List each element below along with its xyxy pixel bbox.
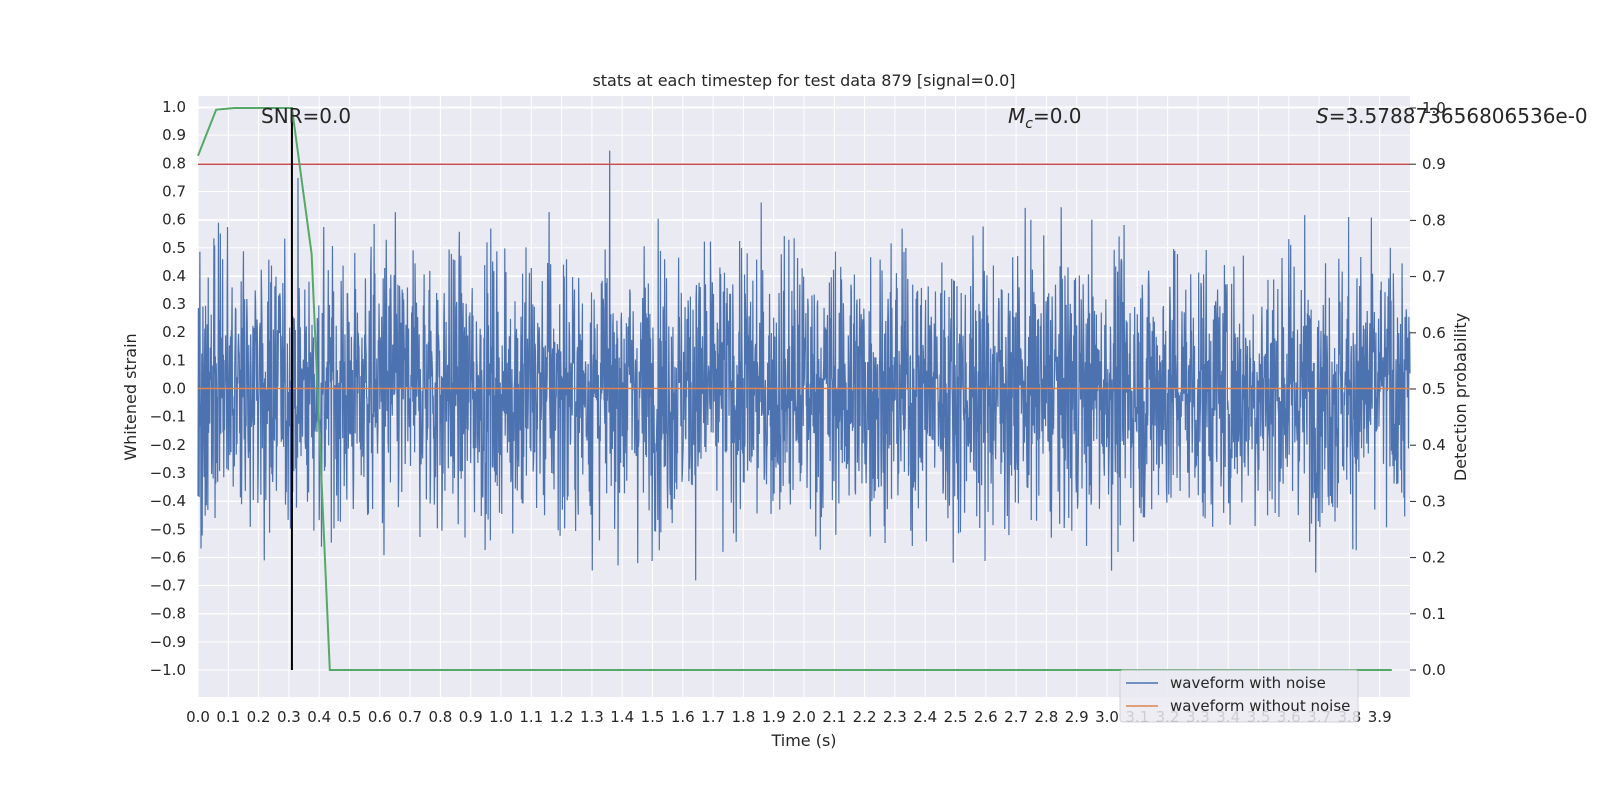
chart-title: stats at each timestep for test data 879…	[592, 71, 1015, 90]
y-tick-label: 0.0	[162, 380, 186, 398]
series-detection-probability	[197, 107, 1392, 671]
x-tick-label: 0.2	[247, 708, 271, 726]
annotation-chirp-mass-subscript: c	[1025, 116, 1033, 132]
x-tick-label: 1.0	[489, 708, 513, 726]
y2-tick-label: 0.9	[1422, 155, 1446, 173]
x-tick-label: 2.7	[1004, 708, 1028, 726]
annotation-s-symbol: S	[1316, 104, 1329, 128]
x-tick-label: 1.4	[610, 708, 634, 726]
y-tick-label: 0.5	[162, 239, 186, 257]
y2-axis-ticks: 1.0 0.9 0.8 0.7 0.6 0.5 0.4 0.3 0.2 0.1 0.0	[1410, 99, 1446, 679]
x-tick-label: 1.9	[762, 708, 786, 726]
y-tick-label: −0.7	[150, 577, 186, 595]
y-axis-ticks: 1.0 0.9 0.8 0.7 0.6 0.5 0.4 0.3 0.2 0.1 0.0 −0.1 −0.…	[150, 98, 186, 679]
x-tick-label: 0.4	[307, 708, 331, 726]
annotation-snr: SNR=0.0	[261, 104, 351, 128]
annotation-chirp-mass-symbol: M	[1008, 104, 1025, 128]
annotation-chirp-mass: Mc=0.0	[1008, 104, 1082, 132]
y2-tick-label: 0.5	[1422, 380, 1446, 398]
y-tick-label: 0.8	[162, 154, 186, 172]
y-tick-label: 0.1	[162, 351, 186, 369]
x-tick-label: 0.0	[186, 708, 210, 726]
x-tick-label: 1.1	[519, 708, 543, 726]
x-tick-label: 0.3	[277, 708, 301, 726]
y2-tick-label: 0.6	[1422, 324, 1446, 342]
y-tick-label: −0.6	[150, 548, 186, 566]
y-tick-label: −0.5	[150, 520, 186, 538]
y-tick-label: −0.1	[150, 408, 186, 426]
x-tick-label: 1.5	[641, 708, 665, 726]
x-tick-label: 2.5	[944, 708, 968, 726]
y-tick-label: 0.9	[162, 126, 186, 144]
y-tick-label: 0.7	[162, 182, 186, 200]
x-tick-label: 3.0	[1095, 708, 1119, 726]
y-tick-label: 1.0	[162, 98, 186, 116]
y2-tick-label: 0.8	[1422, 211, 1446, 229]
annotation-s-value: =3.578873656806536e-0	[1329, 104, 1588, 128]
y-tick-label: 0.3	[162, 295, 186, 313]
y-tick-label: −0.9	[150, 633, 186, 651]
y-tick-label: 0.2	[162, 323, 186, 341]
x-tick-label: 2.2	[853, 708, 877, 726]
y-tick-label: −0.8	[150, 605, 186, 623]
y-tick-label: 0.4	[162, 267, 186, 285]
x-tick-label: 0.7	[398, 708, 422, 726]
x-tick-label: 0.6	[368, 708, 392, 726]
x-tick-label: 2.8	[1034, 708, 1058, 726]
y-tick-label: −0.2	[150, 436, 186, 454]
x-tick-label: 3.9	[1368, 708, 1392, 726]
y2-tick-label: 0.3	[1422, 492, 1446, 510]
x-tick-label: 2.1	[822, 708, 846, 726]
y2-tick-label: 0.0	[1422, 661, 1446, 679]
x-tick-label: 0.9	[459, 708, 483, 726]
y-tick-label: −0.4	[150, 492, 186, 510]
legend-label-waveform-without-noise: waveform without noise	[1170, 697, 1350, 715]
x-tick-label: 2.4	[913, 708, 937, 726]
x-tick-label: 1.3	[580, 708, 604, 726]
y-tick-label: −1.0	[150, 661, 186, 679]
x-tick-label: 2.6	[974, 708, 998, 726]
y-tick-label: 0.6	[162, 211, 186, 229]
series-waveform-with-noise	[197, 150, 1411, 581]
y2-tick-label: 1.0	[1422, 99, 1446, 117]
x-tick-label: 0.1	[216, 708, 240, 726]
annotation-s: S=3.578873656806536e-0	[1316, 104, 1588, 128]
legend-label-waveform-with-noise: waveform with noise	[1170, 674, 1326, 692]
x-tick-label: 2.0	[792, 708, 816, 726]
y-axis-label: Whitened strain	[121, 333, 140, 460]
y2-tick-label: 0.2	[1422, 549, 1446, 567]
legend: waveform with noise waveform without noi…	[1119, 669, 1359, 723]
x-tick-label: 0.8	[428, 708, 452, 726]
x-tick-label: 1.6	[671, 708, 695, 726]
legend-box	[1119, 669, 1359, 723]
x-tick-label: 1.2	[550, 708, 574, 726]
x-tick-label: 2.3	[883, 708, 907, 726]
x-tick-label: 0.5	[338, 708, 362, 726]
x-axis-label: Time (s)	[770, 731, 836, 750]
x-tick-label: 2.9	[1065, 708, 1089, 726]
y2-tick-label: 0.4	[1422, 436, 1446, 454]
y2-tick-label: 0.1	[1422, 605, 1446, 623]
x-tick-label: 1.8	[731, 708, 755, 726]
plot-series	[197, 107, 1411, 671]
y-tick-label: −0.3	[150, 464, 186, 482]
annotation-chirp-mass-value: =0.0	[1033, 104, 1082, 128]
y2-tick-label: 0.7	[1422, 268, 1446, 286]
x-tick-label: 1.7	[701, 708, 725, 726]
y2-axis-label: Detection probability	[1451, 313, 1470, 481]
